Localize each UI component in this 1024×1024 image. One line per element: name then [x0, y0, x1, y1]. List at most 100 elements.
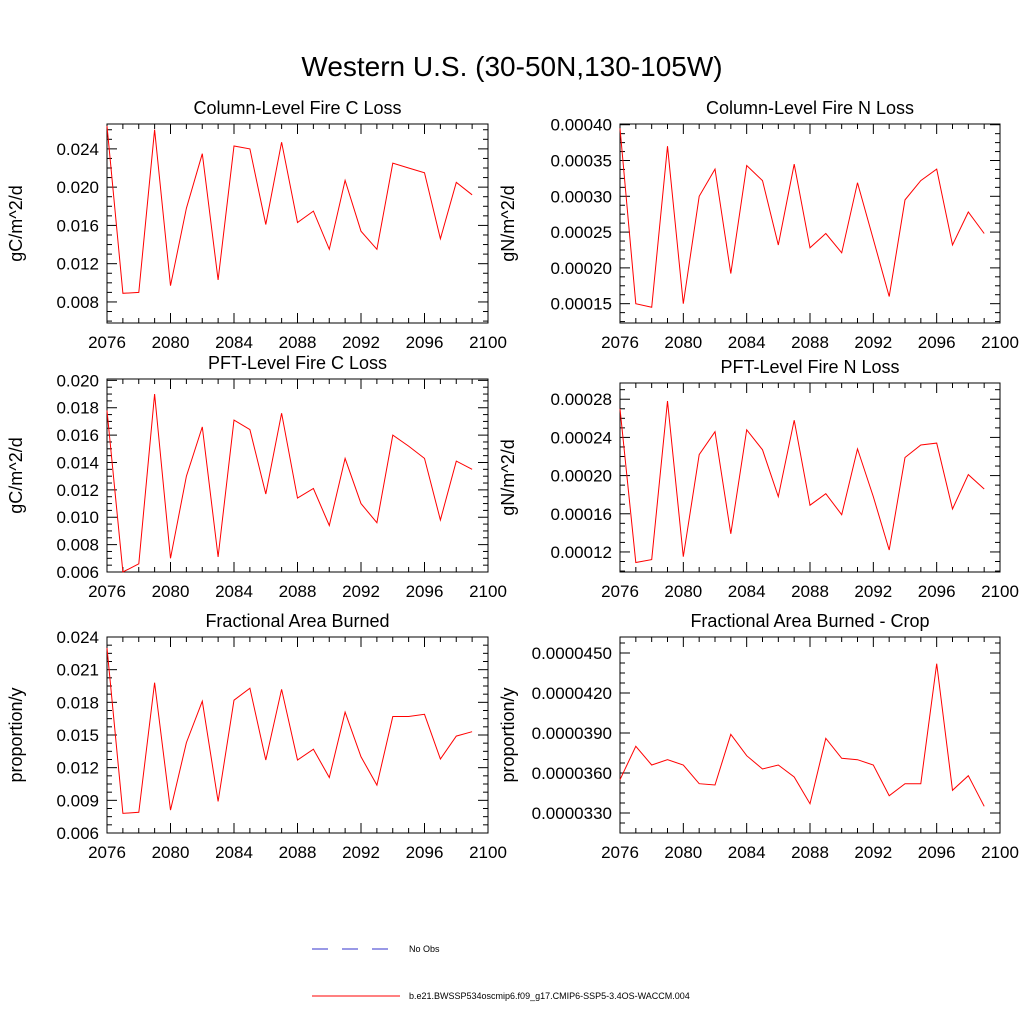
y-tick-label: 0.012 — [56, 759, 99, 778]
y-axis-label: proportion/y — [498, 687, 518, 782]
x-tick-label: 2092 — [342, 582, 380, 601]
y-tick-label: 0.00020 — [551, 467, 612, 486]
chart-panel-6: 2076 2080 2084 2088 2092 2096 2100 0.0000330 0.0… — [498, 611, 1019, 862]
x-tick-label: 2080 — [152, 843, 190, 862]
x-tick-label: 2080 — [152, 333, 190, 352]
x-tick-label: 2080 — [664, 843, 702, 862]
panel-title: Fractional Area Burned - Crop — [690, 611, 929, 631]
y-tick-label: 0.006 — [56, 824, 99, 843]
x-tick-label: 2092 — [854, 582, 892, 601]
x-tick-label: 2084 — [728, 582, 766, 601]
x-tick-label: 2084 — [215, 843, 253, 862]
x-tick-label: 2092 — [342, 333, 380, 352]
x-tick-label: 2076 — [88, 843, 126, 862]
x-tick-label: 2084 — [728, 843, 766, 862]
x-tick-label: 2092 — [854, 843, 892, 862]
y-tick-label: 0.00040 — [551, 116, 612, 135]
panel-title: Column-Level Fire C Loss — [193, 98, 401, 118]
y-tick-label: 0.008 — [56, 293, 99, 312]
x-tick-label: 2096 — [918, 843, 956, 862]
y-tick-label: 0.024 — [56, 140, 99, 159]
panel-title: PFT-Level Fire C Loss — [208, 353, 387, 373]
x-tick-label: 2088 — [791, 333, 829, 352]
y-tick-label: 0.0000420 — [532, 684, 612, 703]
figure-title: Western U.S. (30-50N,130-105W) — [301, 51, 722, 82]
y-axis-label: gC/m^2/d — [6, 185, 26, 261]
y-tick-label: 0.018 — [56, 399, 99, 418]
x-tick-label: 2076 — [88, 333, 126, 352]
y-tick-label: 0.018 — [56, 693, 99, 712]
y-tick-label: 0.00012 — [551, 543, 612, 562]
y-tick-label: 0.0000360 — [532, 764, 612, 783]
chart-panel-2: 2076 2080 2084 2088 2092 2096 2100 0.00015 0.000… — [498, 98, 1019, 352]
y-tick-label: 0.0000330 — [532, 804, 612, 823]
x-tick-label: 2088 — [279, 843, 317, 862]
y-axis-label: gN/m^2/d — [498, 185, 518, 261]
x-tick-label: 2100 — [981, 582, 1019, 601]
x-tick-label: 2088 — [279, 582, 317, 601]
panel-title: Column-Level Fire N Loss — [706, 98, 914, 118]
legend-obs-label: No Obs — [409, 944, 440, 954]
panel-title: Fractional Area Burned — [205, 611, 389, 631]
series-line-1 — [106, 394, 473, 573]
y-tick-label: 0.010 — [56, 508, 99, 527]
x-tick-label: 2100 — [981, 333, 1019, 352]
y-tick-label: 0.012 — [56, 255, 99, 274]
x-tick-label: 2100 — [469, 843, 507, 862]
x-tick-label: 2088 — [791, 582, 829, 601]
chart-panel-3: 2076 2080 2084 2088 2092 2096 2100 0.006 0.008 0.… — [6, 353, 507, 601]
y-tick-label: 0.012 — [56, 481, 99, 500]
y-tick-label: 0.008 — [56, 536, 99, 555]
y-tick-label: 0.020 — [56, 178, 99, 197]
y-tick-label: 0.006 — [56, 563, 99, 582]
y-tick-label: 0.0000390 — [532, 724, 612, 743]
y-tick-label: 0.00028 — [551, 390, 612, 409]
x-tick-label: 2084 — [215, 582, 253, 601]
panel-title: PFT-Level Fire N Loss — [720, 357, 899, 377]
y-tick-label: 0.024 — [56, 628, 99, 647]
legend: No Obs b.e21.BWSSP534oscmip6.f09_g17.CMI… — [312, 944, 690, 1001]
y-tick-label: 0.00030 — [551, 187, 612, 206]
x-tick-label: 2096 — [918, 582, 956, 601]
y-tick-label: 0.0000450 — [532, 644, 612, 663]
x-tick-label: 2092 — [342, 843, 380, 862]
y-tick-label: 0.00035 — [551, 152, 612, 171]
y-tick-label: 0.00024 — [551, 428, 612, 447]
panels-group: 2076 2080 2084 2088 2092 2096 2100 0.008 0.012 0.… — [6, 98, 1019, 862]
x-tick-label: 2096 — [406, 843, 444, 862]
x-tick-label: 2076 — [601, 843, 639, 862]
legend-model-label: b.e21.BWSSP534oscmip6.f09_g17.CMIP6-SSP5… — [409, 991, 690, 1001]
x-tick-label: 2096 — [406, 333, 444, 352]
chart-panel-1: 2076 2080 2084 2088 2092 2096 2100 0.008 0.012 0.… — [6, 98, 507, 352]
x-tick-label: 2080 — [664, 333, 702, 352]
series-line-1 — [106, 647, 473, 814]
x-tick-label: 2076 — [601, 582, 639, 601]
x-tick-label: 2084 — [215, 333, 253, 352]
x-tick-label: 2084 — [728, 333, 766, 352]
x-tick-label: 2088 — [279, 333, 317, 352]
y-tick-label: 0.014 — [56, 453, 99, 472]
y-tick-label: 0.00015 — [551, 295, 612, 314]
y-tick-label: 0.020 — [56, 371, 99, 390]
chart-panel-4: 2076 2080 2084 2088 2092 2096 2100 0.00012 0.000… — [498, 357, 1019, 601]
x-tick-label: 2100 — [469, 333, 507, 352]
chart-panel-5: 2076 2080 2084 2088 2092 2096 2100 0.006 0.009 0.… — [6, 611, 507, 862]
series-line-1 — [619, 663, 985, 807]
y-tick-label: 0.016 — [56, 426, 99, 445]
x-tick-label: 2088 — [791, 843, 829, 862]
y-tick-label: 0.00025 — [551, 223, 612, 242]
y-tick-label: 0.00020 — [551, 259, 612, 278]
series-line-1 — [106, 125, 473, 294]
y-axis-label: gC/m^2/d — [6, 437, 26, 513]
x-tick-label: 2076 — [601, 333, 639, 352]
x-tick-label: 2092 — [854, 333, 892, 352]
series-line-1 — [619, 128, 985, 308]
x-tick-label: 2096 — [918, 333, 956, 352]
y-tick-label: 0.021 — [56, 661, 99, 680]
x-tick-label: 2080 — [152, 582, 190, 601]
y-tick-label: 0.016 — [56, 216, 99, 235]
x-tick-label: 2080 — [664, 582, 702, 601]
y-tick-label: 0.00016 — [551, 505, 612, 524]
